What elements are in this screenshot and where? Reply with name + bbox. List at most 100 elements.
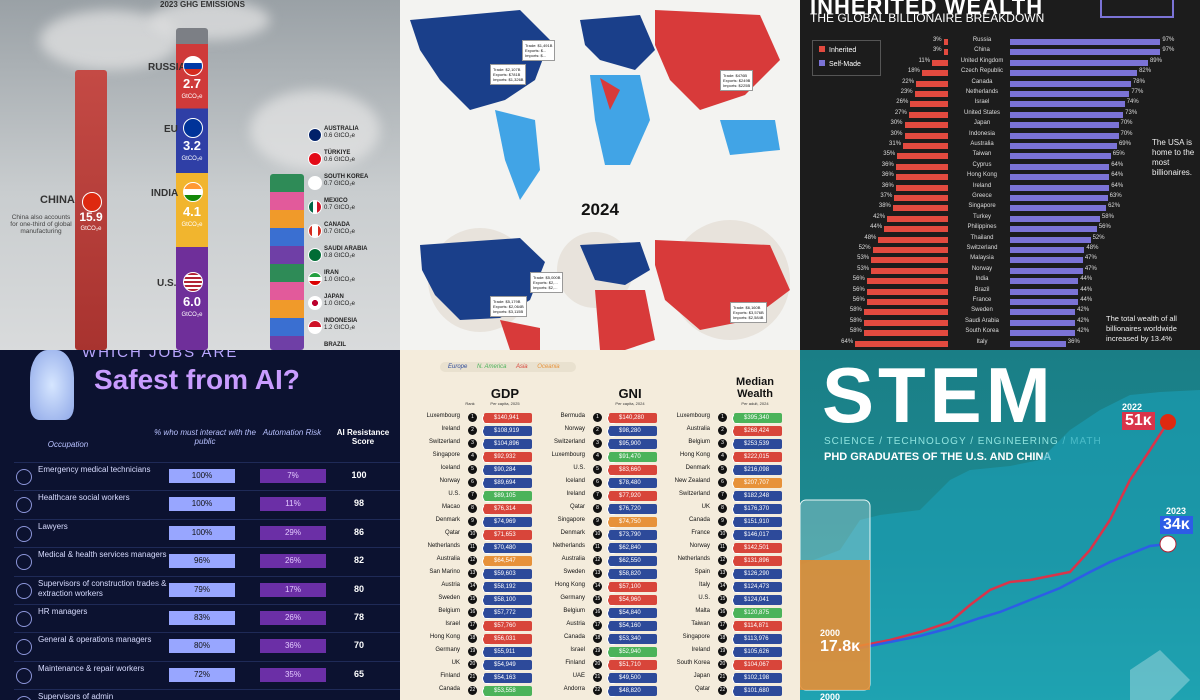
country-name: Bermuda	[560, 413, 585, 419]
eu-legend-bottom: Trade: $5,000B Exports: $2,... Imports: $2…	[530, 272, 564, 293]
selfmade-bar	[1010, 174, 1110, 181]
country-name: Taiwan	[972, 151, 992, 158]
start-year: 2000	[820, 628, 841, 638]
rank-badge: 1	[718, 413, 727, 422]
country-name: Switzerland	[678, 491, 710, 497]
us-legend-top: Trade: $2,107B Exports: $781B Imports: $1,…	[490, 64, 527, 85]
value-bar: $49,500	[609, 673, 657, 683]
rank-badge: 18	[468, 634, 477, 643]
rank-badge: 8	[468, 504, 477, 513]
country-name: Sweden	[971, 307, 993, 314]
inherited-pct: 53%	[857, 255, 870, 262]
mw-title: Median Wealth	[736, 376, 774, 400]
country-name: Brazil	[974, 286, 990, 293]
country-name: U.S.	[698, 595, 710, 601]
gdp-sub: Per capita, 2025	[490, 401, 520, 406]
china-legend-bottom: Trade: $6,160B Exports: $3,576B Imports: $…	[730, 302, 767, 323]
selfmade-pct: 44%	[1080, 297, 1093, 303]
country-name: Indonesia	[968, 130, 996, 137]
value-bar: $140,941	[484, 413, 532, 423]
rank-badge: 7	[718, 491, 727, 500]
inherited-bar	[887, 215, 948, 222]
footer-note: The total wealth of all billionaires wor…	[1106, 314, 1177, 343]
us-flag-icon	[1159, 535, 1177, 553]
wealth-row: 36% Cyprus 64%	[800, 162, 1200, 172]
inherited-pct: 26%	[896, 99, 909, 106]
inherited-pct: 58%	[849, 328, 862, 335]
inherited-bar	[943, 39, 948, 45]
inherited-bar	[878, 236, 948, 243]
china-unit: GtCO₂e	[80, 226, 102, 232]
automation-pct: 11%	[260, 497, 326, 512]
rank-badge: 11	[468, 543, 477, 552]
world-maps	[410, 10, 790, 350]
country-name: Austria	[566, 621, 585, 627]
small-countries-chimney	[270, 174, 304, 350]
inherited-pct: 56%	[852, 276, 865, 283]
value-bar: $58,820	[609, 569, 657, 579]
inherited-bar	[863, 309, 948, 316]
value-bar: $253,539	[734, 439, 782, 449]
inherited-bar	[855, 340, 948, 347]
country-name: Israel	[974, 99, 990, 106]
rank-badge: 21	[593, 673, 602, 682]
col-occupation: Occupation	[47, 440, 89, 449]
side-item: SAUDI ARABIA 0.8 GtCO₂e	[324, 246, 368, 259]
country-name: Australia	[436, 556, 460, 562]
rank-badge: 19	[718, 647, 727, 656]
year-label: 2024	[581, 200, 619, 219]
robot-icon	[30, 350, 74, 420]
value-bar: $222,015	[734, 452, 782, 462]
inherited-bar	[884, 226, 948, 233]
selfmade-bar	[1010, 226, 1097, 233]
public-pct: 100%	[169, 497, 235, 512]
rank-badge: 16	[593, 608, 602, 617]
russia-flag-icon	[183, 56, 203, 76]
rank-badge: 4	[468, 452, 477, 461]
australia-flag-icon	[308, 128, 322, 142]
value-bar: $76,314	[484, 504, 532, 514]
side-item: TÜRKIYE 0.6 GtCO₂e	[324, 150, 356, 163]
russia-unit: GtCO₂e	[181, 94, 203, 100]
automation-pct: 7%	[260, 469, 326, 483]
value-bar: $56,031	[484, 634, 532, 644]
us-value: 34ᴋ	[1160, 516, 1193, 534]
value-bar: $76,720	[609, 504, 657, 514]
job-row: General & operations managers 80% 36% 70	[14, 632, 400, 659]
selfmade-pct: 97%	[1162, 37, 1175, 43]
india-unit: GtCO₂e	[181, 222, 203, 228]
value-bar: $104,067	[734, 660, 782, 670]
flask-icon	[1130, 650, 1190, 700]
selfmade-bar	[1010, 267, 1083, 274]
wealth-row: 56% Brazil 44%	[800, 287, 1200, 297]
country-name: Italy	[976, 338, 988, 345]
country-name: Canada	[563, 634, 585, 640]
country-name: Canada	[688, 517, 710, 523]
eu-label: EU	[164, 124, 178, 135]
value-bar: $114,871	[734, 621, 782, 631]
country-name: Sweden	[563, 569, 585, 575]
selfmade-bar	[1010, 70, 1138, 77]
rank-badge: 5	[593, 465, 602, 474]
value-bar: $54,163	[484, 673, 532, 683]
rank-badge: 7	[468, 491, 477, 500]
value-bar: $48,820	[609, 686, 657, 696]
selfmade-bar	[1010, 236, 1091, 243]
country-name: Iceland	[440, 465, 460, 471]
country-name: Luxembourg	[426, 413, 460, 419]
job-row: Supervisors of construction trades & ext…	[14, 575, 400, 603]
selfmade-pct: 65%	[1112, 151, 1125, 158]
us-unit: GtCO₂e	[181, 312, 203, 318]
wealth-row: 11% United Kingdom 89%	[800, 58, 1200, 68]
country-name: France	[691, 530, 710, 536]
automation-pct: 36%	[260, 639, 326, 654]
wealth-row: 48% Thailand 52%	[800, 235, 1200, 245]
inherited-pct: 27%	[894, 109, 907, 116]
wealth-row: 58% South Korea 42%	[800, 328, 1200, 338]
ghg-emissions-panel: 2023 GHG EMISSIONS CHINA 15.9 GtCO₂e Chi…	[0, 0, 400, 350]
job-row: Lawyers 100% 29% 86	[14, 518, 400, 546]
public-pct: 83%	[169, 611, 235, 625]
us-flag-icon	[183, 272, 203, 292]
country-name: Canada	[971, 78, 993, 85]
inherited-pct: 53%	[857, 265, 870, 272]
